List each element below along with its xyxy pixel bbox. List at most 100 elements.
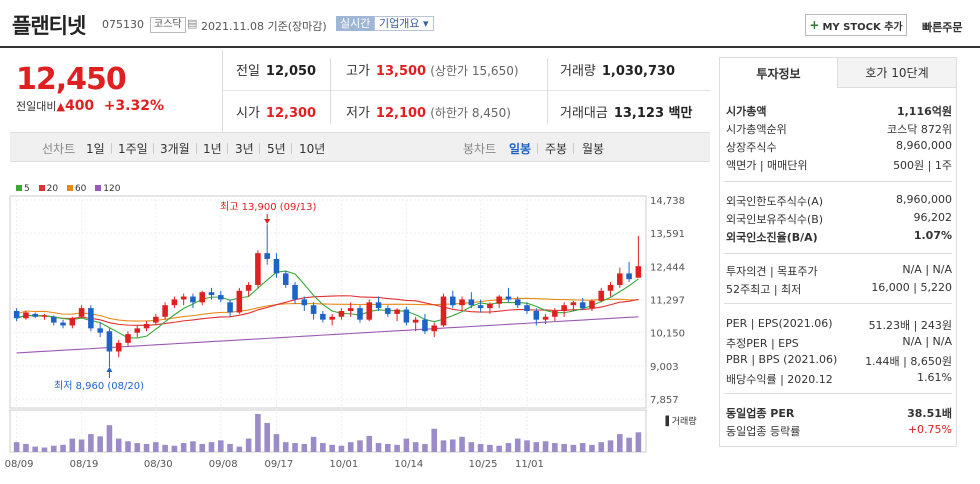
candle-weekly[interactable]: 주봉 [545,142,568,156]
candle-body [282,273,289,285]
corp-overview-dropdown[interactable]: 기업개요 ▾ [374,16,434,31]
volume-bar [50,445,57,452]
candle-body [134,328,141,333]
period-10y[interactable]: 10년 [299,142,326,156]
volume-bar [236,446,243,452]
candle-body [218,295,224,300]
volume-bar [106,425,113,452]
period-3m[interactable]: 3개월 [160,142,190,156]
volume-bar [496,445,502,452]
info-label: 동일업종 PER [726,407,795,420]
volume-bar [171,445,178,452]
volume-bar [542,441,549,452]
tab-investment-info[interactable]: 투자정보 [720,58,838,88]
candle-body [403,309,410,323]
volume-bar [524,440,530,452]
volume-bar [208,442,215,452]
volume-bar [338,445,345,452]
candle-chart-label: 봉차트 [463,142,497,156]
info-row: PER | EPS(2021.06) 51.23배 | 243원 [726,317,952,333]
volume-bar [598,442,605,452]
stock-header: 플랜티넷 075130 코스닥 ▤ 2021.11.08 기준(장마감) 실시간… [0,0,980,48]
volume-bar [218,440,224,452]
chart-toolbar: 선차트 1일 1주일 3개월 1년 3년 5년 10년 봉차트 일봉 주봉 월봉 [10,132,710,162]
volume-bar [375,443,382,452]
mystock-add-label: MY STOCK 추가 [822,21,903,33]
candle-monthly[interactable]: 월봉 [582,142,605,156]
tab-orderbook[interactable]: 호가 10단계 [838,58,956,88]
y-tick-label: 10,150 [650,329,685,340]
volume-frame [9,409,647,453]
y-tick-label: 14,738 [650,196,685,207]
candlestick-chart[interactable]: 14,738 13,591 12,444 11,297 10,150 9,003 7,857… [0,168,712,484]
info-value: 8,960,000 [896,139,952,152]
plot-frame [9,195,647,409]
volume-bar [589,444,595,452]
volume-bar [468,442,475,452]
volume-bar [264,422,270,452]
open-price: 시가 12,300 [236,106,317,121]
volume-bar [357,440,363,452]
divider [547,58,548,124]
period-1d[interactable]: 1일 [86,142,105,156]
volume-bar [533,442,540,452]
period-1w[interactable]: 1주일 [118,142,148,156]
candle-body [449,296,456,306]
info-label: 시가총액 [726,105,767,118]
separator [153,143,154,154]
trade-amount: 거래대금 13,123 백만 [560,106,693,121]
candle-body [32,313,38,317]
price-diff: 전일대비▲400 +3.32% [16,98,164,114]
volume-bar [88,434,94,452]
low-annotation: 최저 8,960 (08/20) [54,380,144,392]
up-triangle-icon: ▲ [56,100,65,113]
info-value: 1,116억원 [896,105,952,118]
y-tick-label: 12,444 [650,262,685,273]
volume-bar [505,443,512,452]
section-divider [724,303,952,304]
realtime-button[interactable]: 실시간 [336,16,375,31]
low-arrow-head [106,367,113,372]
period-1y[interactable]: 1년 [203,142,222,156]
candle-body [273,258,280,274]
period-3y[interactable]: 3년 [235,142,254,156]
info-label: 외국인한도주식수(A) [726,195,824,208]
legend-swatch [66,185,73,191]
x-tick-label: 10/14 [394,459,423,470]
candle-body [440,296,447,326]
volume-bar [394,444,400,452]
legend-swatch [16,185,22,191]
candle-body [88,308,94,329]
volume-bar [115,438,122,452]
info-value: 1.44배 | 8,650원 [865,355,952,368]
volume-bar [440,440,447,452]
calendar-icon: ▤ [187,17,198,30]
separator [259,143,260,154]
candle-body [357,308,363,320]
volume-bar [310,436,317,452]
candle-body [227,302,233,313]
volume-bar [552,443,558,452]
volume-bar [477,443,484,452]
volume-bar [422,443,428,452]
x-tick-label: 09/08 [209,459,238,470]
quick-order-link[interactable]: 빠른주문 [922,21,963,34]
volume: 거래량 1,030,730 [560,64,676,79]
volume-bar [385,443,391,452]
info-label: 투자의견 | 목표주가 [726,265,818,278]
info-value: 1.07% [913,229,952,242]
period-5y[interactable]: 5년 [267,142,286,156]
volume-bar [431,428,437,452]
high-annotation: 최고 13,900 (09/13) [220,201,316,213]
candle-body [431,325,437,332]
mystock-add-button[interactable]: + MY STOCK 추가 [805,14,907,36]
candle-body [459,299,465,306]
candle-body [524,305,530,311]
volume-bar [449,439,456,452]
separator [227,143,228,154]
candle-daily[interactable]: 일봉 [509,142,532,156]
section-divider [724,181,952,182]
candle-body [329,316,335,320]
volume-bar [78,439,85,452]
info-label: 액면가 | 매매단위 [726,159,808,172]
